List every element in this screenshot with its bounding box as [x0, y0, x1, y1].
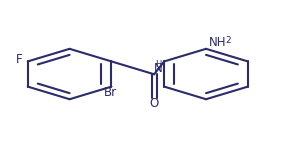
Text: N: N — [154, 62, 163, 75]
Text: F: F — [16, 53, 23, 66]
Text: NH: NH — [209, 36, 226, 49]
Text: Br: Br — [103, 86, 117, 99]
Text: 2: 2 — [225, 36, 231, 45]
Text: H: H — [155, 60, 162, 69]
Text: O: O — [150, 97, 159, 110]
